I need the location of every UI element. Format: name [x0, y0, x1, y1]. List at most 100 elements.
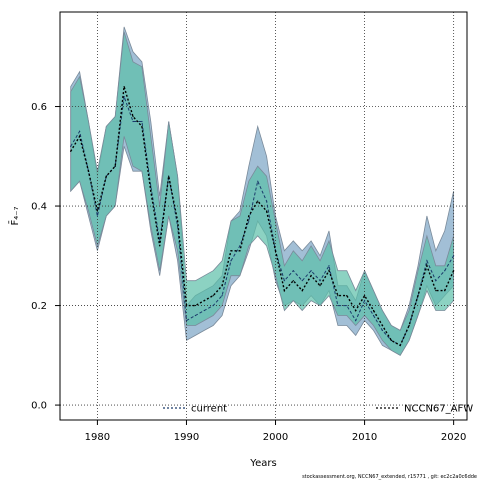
point-NCCN67_AFW: [87, 170, 90, 172]
point-NCCN67_AFW: [70, 150, 72, 152]
point-NCCN67_AFW: [114, 165, 116, 167]
point-current: [203, 309, 205, 312]
point-NCCN67_AFW: [185, 304, 188, 307]
point-NCCN67_AFW: [159, 245, 161, 247]
y-axis: 0.0 0.2 0.4 0.6: [31, 102, 60, 412]
point-current: [444, 270, 446, 272]
point-NCCN67_AFW: [363, 295, 366, 297]
point-NCCN67_AFW: [337, 295, 339, 297]
point-NCCN67_AFW: [239, 250, 241, 252]
x-tick-label: 2010: [352, 432, 377, 443]
y-tick-label: 0.4: [31, 202, 47, 213]
point-NCCN67_AFW: [212, 295, 214, 297]
point-current: [78, 130, 81, 133]
plot-frame: [59, 11, 468, 421]
point-NCCN67_AFW: [141, 125, 143, 128]
point-NCCN67_AFW: [176, 220, 179, 222]
line-current: [70, 96, 455, 347]
band-NCCN67_AFW: [70, 31, 454, 356]
point-current: [141, 120, 143, 123]
point-NCCN67_AFW: [292, 280, 294, 282]
point-NCCN67_AFW: [150, 190, 152, 192]
y-tick-label: 0.6: [31, 102, 47, 113]
point-NCCN67_AFW: [319, 285, 321, 287]
point-NCCN67_AFW: [96, 210, 99, 212]
y-axis-title: F̄₄₋₇: [8, 206, 21, 225]
point-NCCN67_AFW: [283, 290, 286, 292]
point-NCCN67_AFW: [372, 309, 375, 312]
point-current: [123, 95, 125, 98]
legend-label-current: current: [191, 404, 227, 415]
point-NCCN67_AFW: [310, 275, 312, 277]
point-NCCN67_AFW: [105, 175, 107, 177]
x-tick-label: 1990: [174, 432, 199, 443]
line-NCCN67_AFW: [70, 86, 455, 347]
x-axis: 1980 1990 2000 2010 2020: [85, 420, 466, 443]
point-NCCN67_AFW: [426, 265, 428, 267]
point-NCCN67_AFW: [78, 135, 81, 137]
point-NCCN67_AFW: [230, 250, 232, 252]
point-current: [212, 304, 214, 307]
legend-label-NCCN67_AFW: NCCN67_AFW: [404, 404, 473, 415]
point-current: [346, 304, 348, 307]
point-current: [426, 260, 428, 262]
point-NCCN67_AFW: [266, 210, 268, 212]
point-NCCN67_AFW: [168, 175, 170, 177]
point-current: [194, 314, 196, 317]
point-current: [248, 220, 250, 222]
point-current: [301, 280, 303, 282]
point-NCCN67_AFW: [257, 200, 259, 202]
point-NCCN67_AFW: [328, 270, 330, 272]
point-current: [70, 145, 72, 147]
point-NCCN67_AFW: [453, 270, 455, 272]
point-current: [185, 319, 188, 322]
x-tick-label: 2000: [263, 432, 288, 443]
point-current: [239, 245, 241, 247]
point-current: [257, 180, 259, 182]
point-current: [363, 299, 366, 302]
point-current: [328, 265, 330, 267]
series-lines: [70, 86, 455, 347]
point-current: [132, 120, 134, 123]
point-NCCN67_AFW: [248, 215, 250, 217]
point-NCCN67_AFW: [301, 290, 303, 292]
footer-credit: stockassessment.org, NCCN67_extended, r1…: [302, 474, 477, 480]
point-current: [283, 280, 286, 282]
y-tick-label: 0.2: [31, 301, 47, 312]
point-NCCN67_AFW: [274, 250, 277, 252]
point-NCCN67_AFW: [221, 285, 223, 287]
point-current: [221, 295, 223, 297]
point-current: [230, 260, 232, 262]
x-axis-title: Years: [249, 458, 276, 469]
point-NCCN67_AFW: [417, 295, 419, 297]
point-NCCN67_AFW: [444, 290, 446, 292]
point-current: [381, 329, 383, 332]
point-current: [96, 215, 99, 217]
y-tick-label: 0.0: [31, 401, 47, 412]
point-current: [372, 314, 375, 317]
point-NCCN67_AFW: [399, 344, 401, 346]
point-NCCN67_AFW: [355, 309, 357, 312]
point-NCCN67_AFW: [435, 290, 437, 292]
point-current: [266, 200, 268, 202]
point-current: [310, 270, 312, 272]
x-tick-label: 2020: [441, 432, 466, 443]
point-current: [435, 280, 437, 282]
point-current: [453, 255, 455, 257]
point-current: [292, 270, 294, 272]
x-tick-label: 1980: [85, 432, 110, 443]
point-current: [319, 280, 321, 282]
point-NCCN67_AFW: [408, 324, 410, 327]
point-NCCN67_AFW: [194, 304, 196, 307]
point-NCCN67_AFW: [390, 339, 392, 341]
point-current: [337, 304, 339, 307]
point-current: [355, 319, 357, 322]
point-NCCN67_AFW: [346, 295, 348, 297]
gridlines: [60, 12, 467, 420]
legend: current NCCN67_AFW: [163, 404, 473, 415]
point-NCCN67_AFW: [132, 115, 134, 118]
point-NCCN67_AFW: [203, 299, 205, 302]
point-NCCN67_AFW: [381, 324, 383, 327]
point-NCCN67_AFW: [123, 86, 125, 88]
